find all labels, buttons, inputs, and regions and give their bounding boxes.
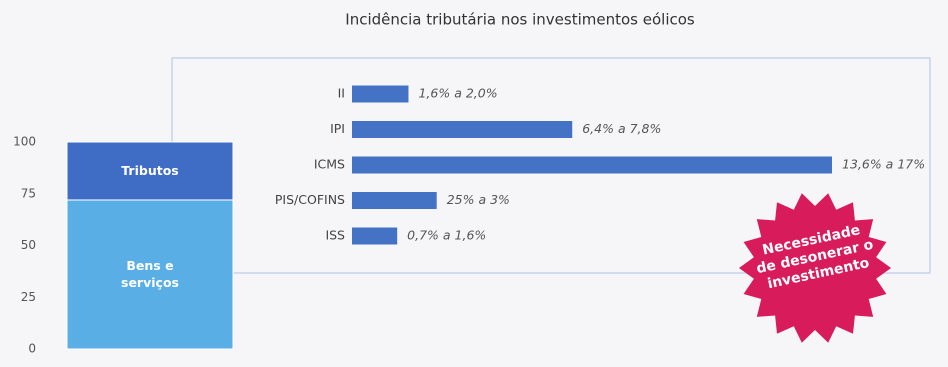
chart-title: Incidência tributária nos investimentos … [345,11,695,29]
y-tick-label: 25 [21,290,36,304]
category-label: ICMS [314,157,345,172]
stamp [739,193,891,343]
category-label: PIS/COFINS [275,192,345,207]
value-label: 6,4% a 7,8% [582,121,661,136]
value-label: 1,6% a 2,0% [418,86,497,101]
segment-label: Tributos [121,163,179,179]
category-label: ISS [325,228,345,243]
y-tick-label: 75 [21,186,36,200]
category-label: II [338,86,345,101]
bar [352,121,573,138]
bar [352,85,409,103]
value-label: 25% a 3% [447,192,510,207]
category-label: IPI [330,121,345,136]
y-tick-label: 0 [28,342,36,356]
bar [352,156,832,174]
bar-segment [66,141,234,201]
value-label: 13,6% a 17% [842,157,925,172]
value-label: 0,7% a 1,6% [407,228,486,243]
segment-label: Bens e serviços [121,258,179,291]
y-tick-label: 100 [13,135,36,149]
bar [352,227,398,245]
bar [352,192,437,209]
y-tick-label: 50 [21,238,36,252]
